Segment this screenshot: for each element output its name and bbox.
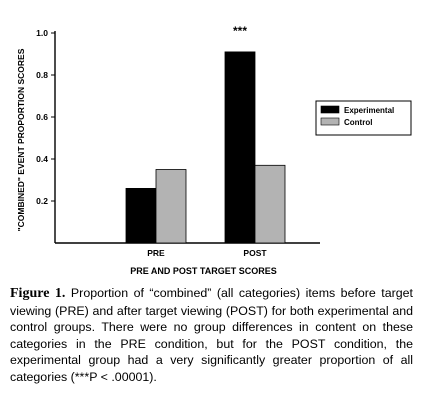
bar-control-pre: [155, 169, 187, 244]
y-tick-label: 0.8: [36, 70, 48, 80]
y-axis-label: "COMBINED" EVENT PROPORTION SCORES: [16, 48, 26, 231]
y-tick-label: 1.0: [36, 28, 48, 38]
y-ticks: 1.0 0.8 0.6 0.4 0.2: [36, 28, 55, 206]
y-tick-label: 0.6: [36, 112, 48, 122]
x-tick-label: POST: [243, 248, 267, 258]
legend-label-experimental: Experimental: [344, 106, 394, 115]
x-ticks: PRE POST: [147, 248, 267, 258]
figure-label: Figure 1.: [10, 286, 66, 301]
y-tick-label: 0.4: [36, 154, 48, 164]
legend-swatch-control: [320, 117, 340, 126]
bar-control-post: [254, 164, 286, 244]
x-axis-label: PRE AND POST TARGET SCORES: [130, 266, 277, 276]
legend-box: [315, 100, 412, 136]
bar-experimental-pre: [125, 187, 157, 244]
bars: [125, 51, 286, 244]
figure-caption: Figure 1. Proportion of “combined” (all …: [10, 285, 413, 385]
legend-swatch-experimental: [320, 105, 340, 114]
figure-caption-text: Proportion of “combined” (all categories…: [10, 286, 413, 384]
significance-annotation: ***: [233, 24, 247, 38]
y-tick-label: 0.2: [36, 196, 48, 206]
legend-label-control: Control: [344, 118, 372, 127]
x-tick-label: PRE: [147, 248, 165, 258]
bar-experimental-post: [224, 51, 256, 244]
chart: 1.0 0.8 0.6 0.4 0.2 PRE POST Experimental Cont…: [16, 24, 412, 276]
legend: Experimental Control: [315, 100, 412, 136]
